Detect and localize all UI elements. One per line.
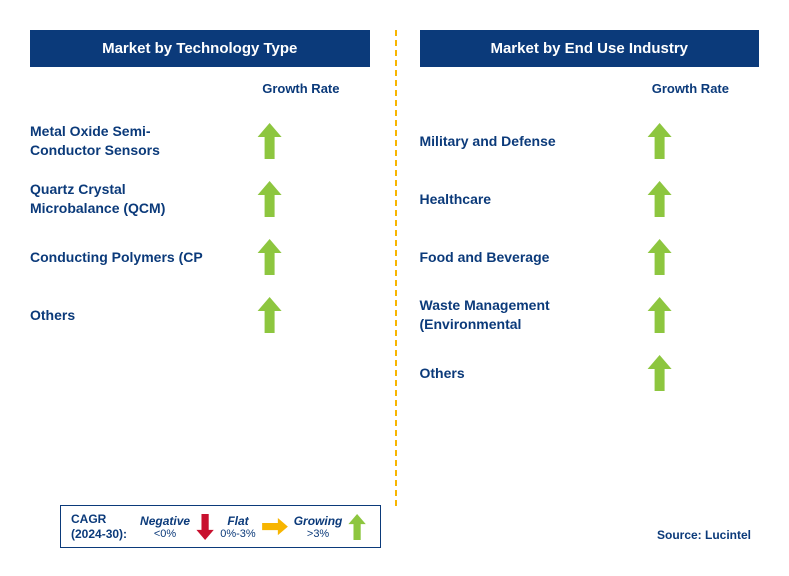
left-rows: Metal Oxide Semi-Conductor Sensors Quart… xyxy=(30,112,370,344)
legend-segment-range: <0% xyxy=(154,528,176,540)
legend-segments: Negative<0% Flat0%-3% Growing>3% xyxy=(137,514,370,540)
market-row: Quartz Crystal Microbalance (QCM) xyxy=(30,170,370,228)
legend-cagr-line2: (2024-30): xyxy=(71,527,127,541)
left-panel: Market by Technology Type Growth Rate Me… xyxy=(30,30,395,576)
market-row-label: Healthcare xyxy=(420,190,620,209)
market-row-label: Others xyxy=(420,364,620,383)
market-row: Others xyxy=(30,286,370,344)
growth-arrow-up-icon xyxy=(620,355,700,391)
market-row: Food and Beverage xyxy=(420,228,760,286)
legend-arrow-down-icon xyxy=(196,514,214,540)
growth-arrow-up-icon xyxy=(230,239,310,275)
right-panel-title: Market by End Use Industry xyxy=(420,30,760,67)
market-row: Conducting Polymers (CP xyxy=(30,228,370,286)
legend-segment: Flat0%-3% xyxy=(220,514,255,540)
cagr-legend: CAGR (2024-30): Negative<0% Flat0%-3% Gr… xyxy=(60,505,381,548)
market-row-label: Food and Beverage xyxy=(420,248,620,267)
growth-arrow-up-icon xyxy=(230,123,310,159)
legend-arrow-up-icon xyxy=(348,514,366,540)
market-row-label: Military and Defense xyxy=(420,132,620,151)
source-label: Source: Lucintel xyxy=(657,528,751,542)
market-row-label: Others xyxy=(30,306,230,325)
legend-segment-name: Flat xyxy=(227,514,248,528)
market-row-label: Conducting Polymers (CP xyxy=(30,248,230,267)
legend-segment-range: >3% xyxy=(307,528,329,540)
growth-arrow-up-icon xyxy=(620,181,700,217)
right-growth-column-label: Growth Rate xyxy=(420,81,760,96)
growth-arrow-up-icon xyxy=(620,239,700,275)
market-row-label: Metal Oxide Semi-Conductor Sensors xyxy=(30,122,230,160)
legend-segment-name: Growing xyxy=(294,514,343,528)
growth-arrow-up-icon xyxy=(230,297,310,333)
growth-arrow-up-icon xyxy=(230,181,310,217)
market-row: Others xyxy=(420,344,760,402)
legend-arrow-right-icon xyxy=(262,518,288,535)
legend-segment-name: Negative xyxy=(140,514,190,528)
legend-cagr-line1: CAGR xyxy=(71,512,127,526)
legend-segment-range: 0%-3% xyxy=(220,528,255,540)
legend-cagr-label: CAGR (2024-30): xyxy=(71,512,127,541)
market-row-label: Waste Management (Environmental xyxy=(420,296,620,334)
left-panel-title: Market by Technology Type xyxy=(30,30,370,67)
left-growth-column-label: Growth Rate xyxy=(30,81,370,96)
infographic-container: Market by Technology Type Growth Rate Me… xyxy=(0,0,789,576)
market-row: Metal Oxide Semi-Conductor Sensors xyxy=(30,112,370,170)
panel-divider xyxy=(395,30,397,506)
legend-segment: Negative<0% xyxy=(140,514,190,540)
market-row: Healthcare xyxy=(420,170,760,228)
right-rows: Military and Defense Healthcare Food and… xyxy=(420,112,760,402)
growth-arrow-up-icon xyxy=(620,123,700,159)
legend-segment: Growing>3% xyxy=(294,514,343,540)
market-row-label: Quartz Crystal Microbalance (QCM) xyxy=(30,180,230,218)
market-row: Military and Defense xyxy=(420,112,760,170)
market-row: Waste Management (Environmental xyxy=(420,286,760,344)
right-panel: Market by End Use Industry Growth Rate M… xyxy=(395,30,760,576)
growth-arrow-up-icon xyxy=(620,297,700,333)
